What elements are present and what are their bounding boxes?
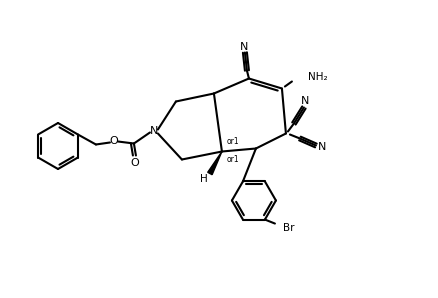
- Text: N: N: [301, 97, 309, 106]
- Text: or1: or1: [227, 154, 240, 164]
- Text: N: N: [150, 126, 158, 136]
- Text: N: N: [318, 142, 326, 151]
- Text: Br: Br: [283, 223, 294, 232]
- Text: H: H: [200, 173, 208, 184]
- Text: O: O: [131, 159, 139, 168]
- Text: N: N: [240, 41, 248, 52]
- Text: O: O: [110, 136, 118, 147]
- Polygon shape: [208, 151, 222, 175]
- Text: or1: or1: [227, 137, 240, 147]
- Text: NH₂: NH₂: [308, 72, 328, 81]
